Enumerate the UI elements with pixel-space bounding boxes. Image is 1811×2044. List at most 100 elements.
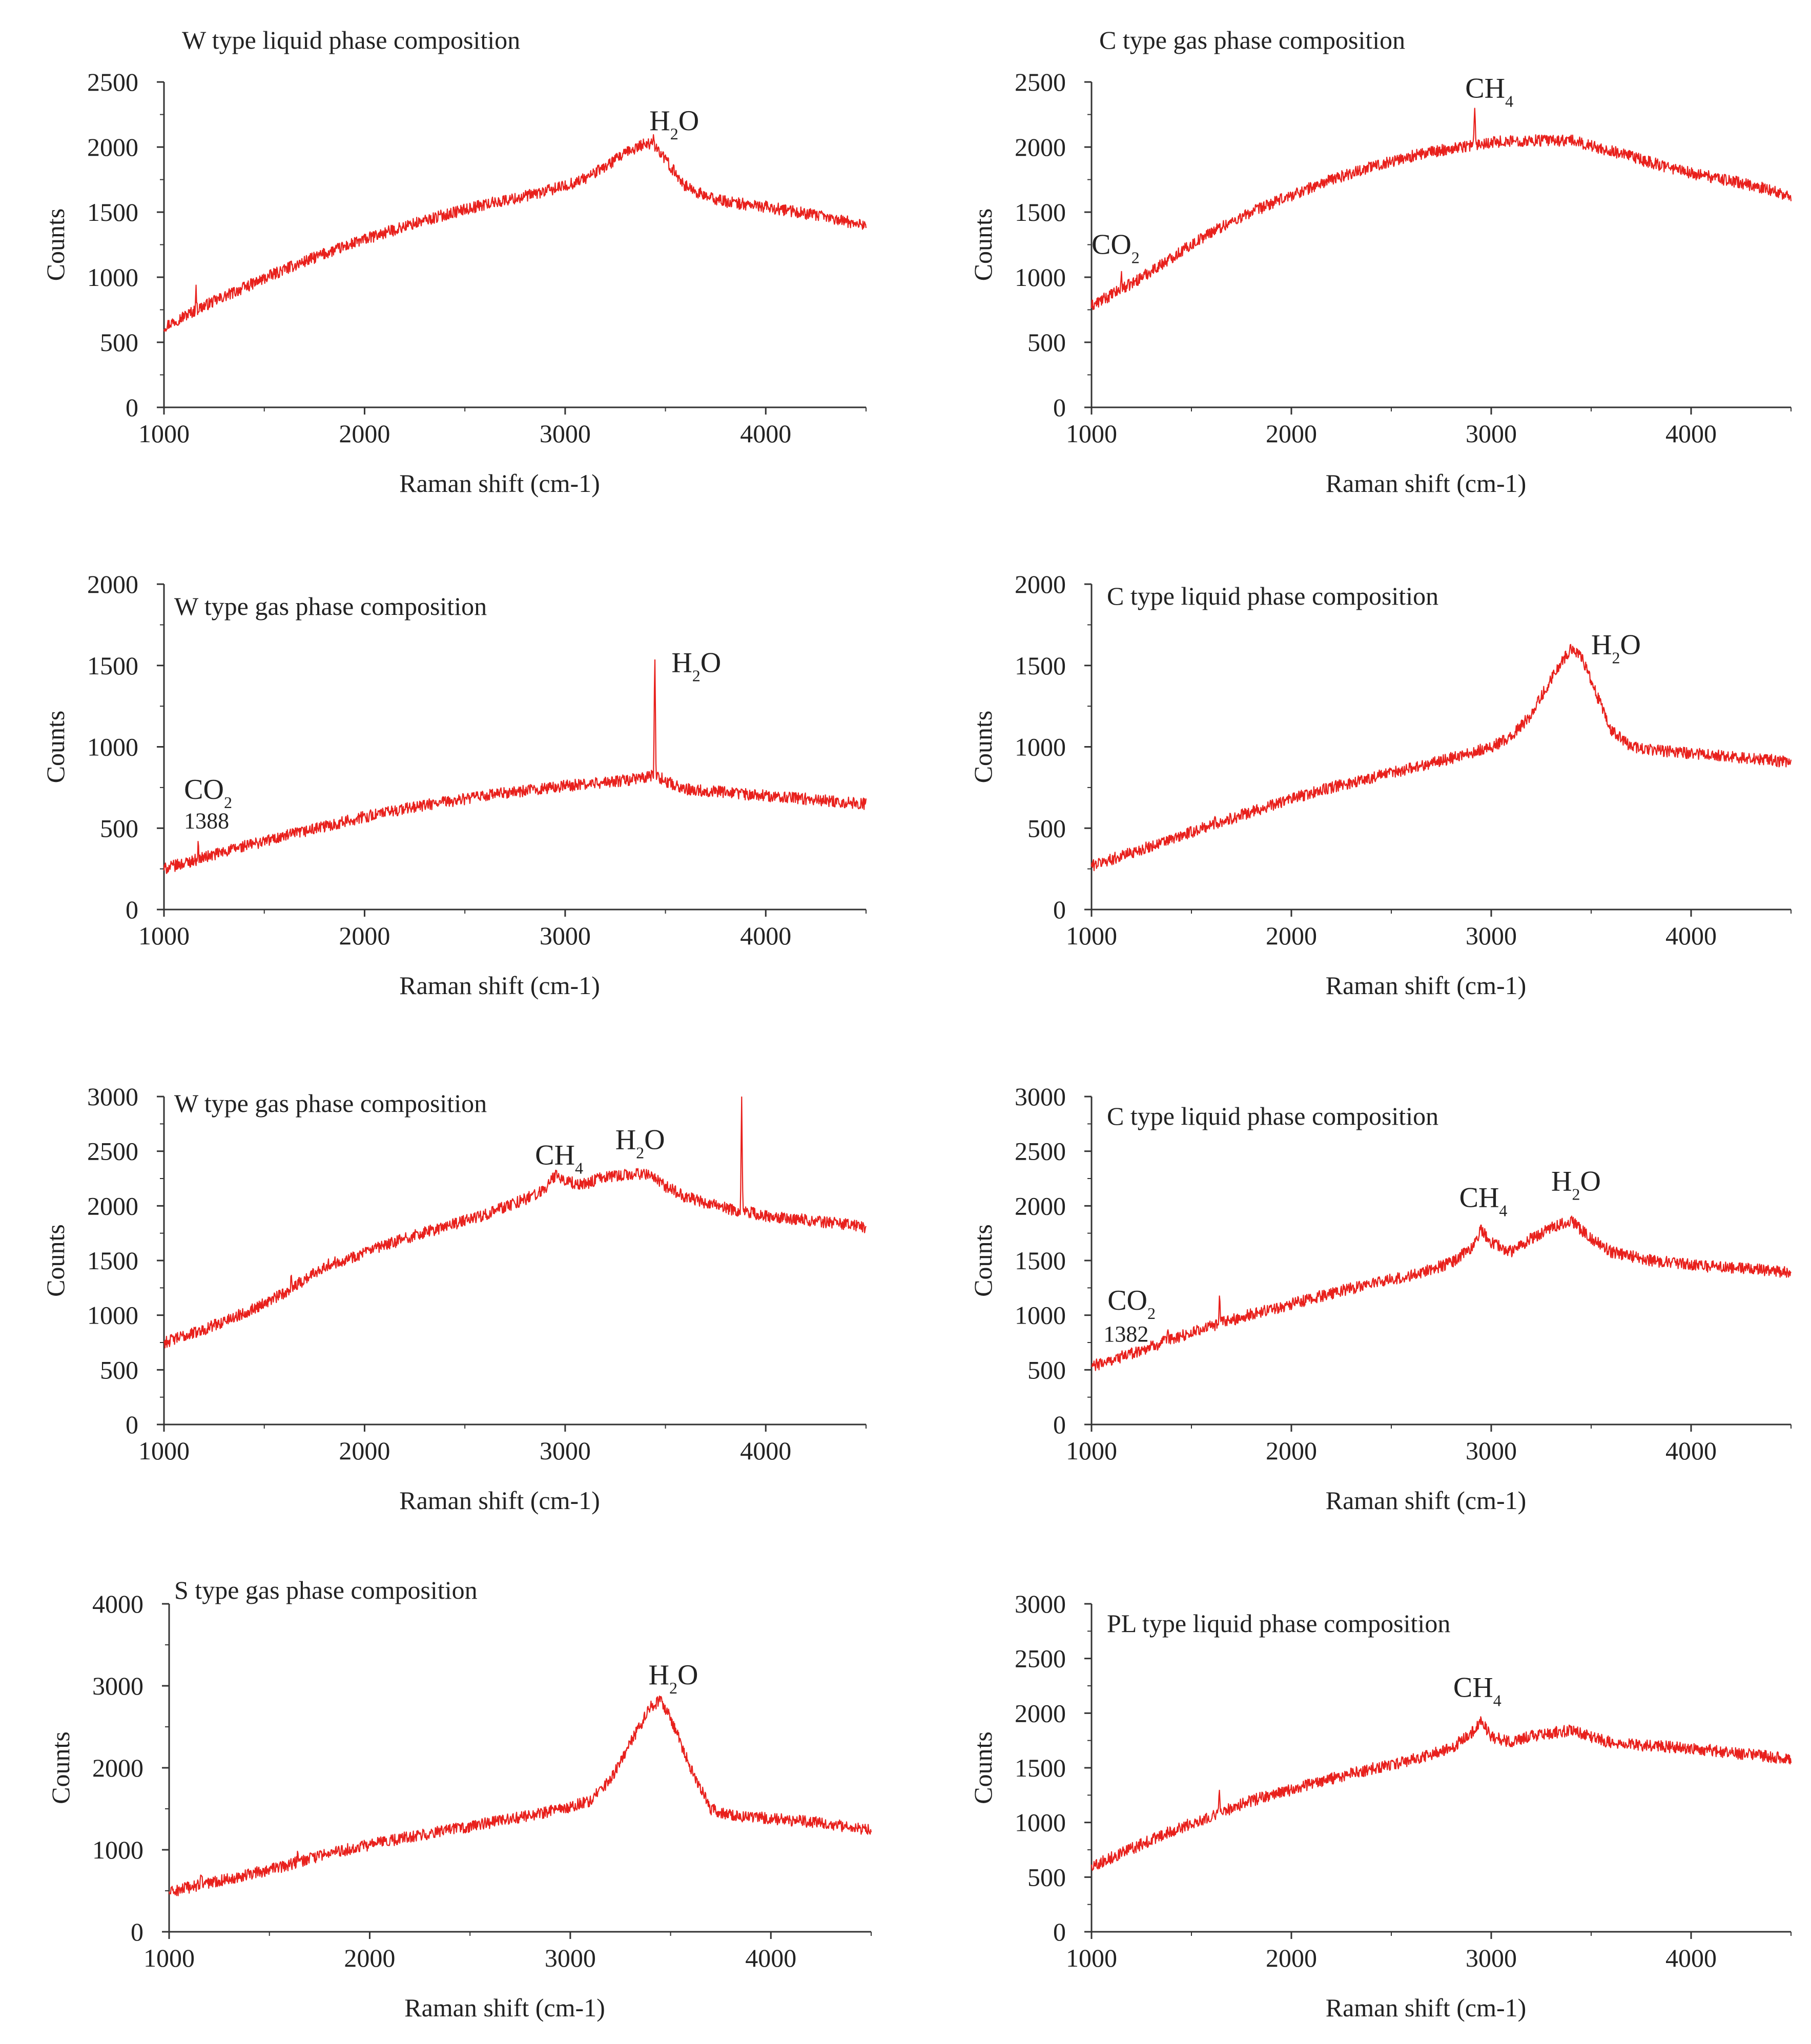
y-tick-label: 2000 xyxy=(87,1191,138,1220)
peak-annotation: CH4 xyxy=(1453,1671,1501,1709)
x-tick-label: 4000 xyxy=(740,419,791,448)
y-axis-title: Counts xyxy=(969,711,997,783)
x-axis-title: Raman shift (cm-1) xyxy=(1326,1486,1527,1515)
y-axis-title: Counts xyxy=(969,1731,997,1804)
x-tick-label: 4000 xyxy=(1665,419,1717,448)
y-tick-label: 3000 xyxy=(92,1671,143,1700)
y-tick-label: 2500 xyxy=(1015,68,1066,96)
peak-annotation: CH4 xyxy=(1459,1182,1508,1220)
x-tick-label: 2000 xyxy=(1266,1436,1317,1465)
x-tick-label: 3000 xyxy=(1466,1944,1517,1972)
spectrum-line xyxy=(163,134,867,332)
spectrum-line xyxy=(1090,108,1792,311)
y-tick-label: 2000 xyxy=(92,1753,143,1782)
chart-title: W type liquid phase composition xyxy=(182,26,520,54)
y-tick-label: 4000 xyxy=(92,1589,143,1618)
y-axis-title: Counts xyxy=(969,209,997,281)
y-tick-label: 2000 xyxy=(87,133,138,161)
y-tick-label: 500 xyxy=(1027,328,1066,357)
y-tick-label: 0 xyxy=(1053,1917,1066,1946)
y-tick-label: 1500 xyxy=(87,1246,138,1275)
x-axis-title: Raman shift (cm-1) xyxy=(1326,971,1527,1000)
y-axis-title: Counts xyxy=(41,209,70,281)
y-tick-label: 1000 xyxy=(1015,733,1066,761)
y-tick-label: 1500 xyxy=(87,651,138,680)
peak-annotation: H2O xyxy=(615,1124,665,1162)
chart-panel: PL type liquid phase composition 0 500 1000… xyxy=(969,1589,1792,2022)
y-tick-label: 2000 xyxy=(1015,1699,1066,1727)
y-tick-label: 3000 xyxy=(1015,1082,1066,1111)
y-tick-label: 1500 xyxy=(1015,651,1066,680)
x-tick-label: 4000 xyxy=(740,1436,791,1465)
chart-title: S type gas phase composition xyxy=(174,1576,478,1604)
chart-title: C type gas phase composition xyxy=(1099,26,1405,54)
y-tick-label: 0 xyxy=(126,895,138,924)
x-axis-title: Raman shift (cm-1) xyxy=(399,971,600,1000)
y-axis-title: Counts xyxy=(41,711,70,783)
y-tick-label: 1000 xyxy=(92,1835,143,1864)
peak-annotation: 1388 xyxy=(184,808,229,833)
chart-panel: C type liquid phase composition 0 500 1000 1… xyxy=(969,570,1792,1000)
x-tick-label: 4000 xyxy=(1665,1436,1717,1465)
y-tick-label: 1000 xyxy=(87,1301,138,1330)
x-tick-label: 3000 xyxy=(1466,921,1517,950)
peak-annotation: CH4 xyxy=(1465,72,1513,110)
x-tick-label: 2000 xyxy=(339,1436,390,1465)
peak-annotation: 1382 xyxy=(1103,1322,1148,1347)
y-tick-label: 0 xyxy=(126,393,138,422)
y-tick-label: 500 xyxy=(100,814,138,842)
y-tick-label: 1000 xyxy=(1015,263,1066,292)
y-tick-label: 2500 xyxy=(1015,1644,1066,1673)
x-tick-label: 4000 xyxy=(745,1944,796,1972)
chart-title: C type liquid phase composition xyxy=(1107,582,1438,610)
chart-title: W type gas phase composition xyxy=(174,592,487,621)
x-axis-title: Raman shift (cm-1) xyxy=(404,1993,605,2022)
y-axis-title: Counts xyxy=(41,1224,70,1297)
y-tick-label: 1000 xyxy=(87,733,138,761)
peak-annotation: CO2 xyxy=(1107,1285,1156,1323)
y-axis-title: Counts xyxy=(46,1731,75,1804)
y-tick-label: 2500 xyxy=(87,1137,138,1166)
y-tick-label: 2500 xyxy=(87,68,138,96)
x-tick-label: 2000 xyxy=(1266,921,1317,950)
spectrum-line xyxy=(163,659,867,874)
chart-panel: S type gas phase composition 0 1000 2000 300… xyxy=(46,1576,872,2022)
y-tick-label: 2500 xyxy=(1015,1137,1066,1166)
y-tick-label: 1500 xyxy=(1015,1753,1066,1782)
peak-annotation: H2O xyxy=(649,1659,698,1697)
spectrum-line xyxy=(1090,1716,1792,1871)
y-tick-label: 1000 xyxy=(1015,1808,1066,1837)
y-tick-label: 3000 xyxy=(87,1082,138,1111)
x-tick-label: 2000 xyxy=(1266,1944,1317,1972)
chart-panel: C type liquid phase composition 0 500 1000 1… xyxy=(969,1082,1792,1515)
x-tick-label: 1000 xyxy=(138,921,190,950)
x-tick-label: 2000 xyxy=(339,419,390,448)
x-tick-label: 3000 xyxy=(540,921,591,950)
y-tick-label: 1500 xyxy=(87,198,138,226)
y-tick-label: 0 xyxy=(1053,895,1066,924)
peak-annotation: CO2 xyxy=(184,774,232,812)
chart-panel: W type liquid phase composition 0 500 1000 1… xyxy=(41,26,867,498)
x-axis-title: Raman shift (cm-1) xyxy=(399,469,600,498)
chart-panel: W type gas phase composition 0 500 1000 1500… xyxy=(41,570,867,1000)
y-tick-label: 0 xyxy=(131,1917,143,1946)
x-tick-label: 3000 xyxy=(545,1944,596,1972)
x-tick-label: 1000 xyxy=(138,419,190,448)
chart-title: W type gas phase composition xyxy=(174,1089,487,1118)
spectrum-line xyxy=(168,1695,872,1896)
y-tick-label: 3000 xyxy=(1015,1589,1066,1618)
peak-annotation: H2O xyxy=(1551,1165,1601,1203)
peak-annotation: CO2 xyxy=(1092,229,1140,266)
y-tick-label: 2000 xyxy=(1015,133,1066,161)
y-tick-label: 1500 xyxy=(1015,1246,1066,1275)
x-tick-label: 4000 xyxy=(1665,1944,1717,1972)
y-tick-label: 2000 xyxy=(87,570,138,598)
x-axis-title: Raman shift (cm-1) xyxy=(1326,1993,1527,2022)
spectrum-line xyxy=(163,1096,867,1349)
y-tick-label: 500 xyxy=(1027,1355,1066,1384)
spectrum-line xyxy=(1091,1215,1792,1371)
x-tick-label: 1000 xyxy=(1066,419,1117,448)
peak-annotation: H2O xyxy=(671,647,721,685)
spectrum-line xyxy=(1090,644,1792,872)
